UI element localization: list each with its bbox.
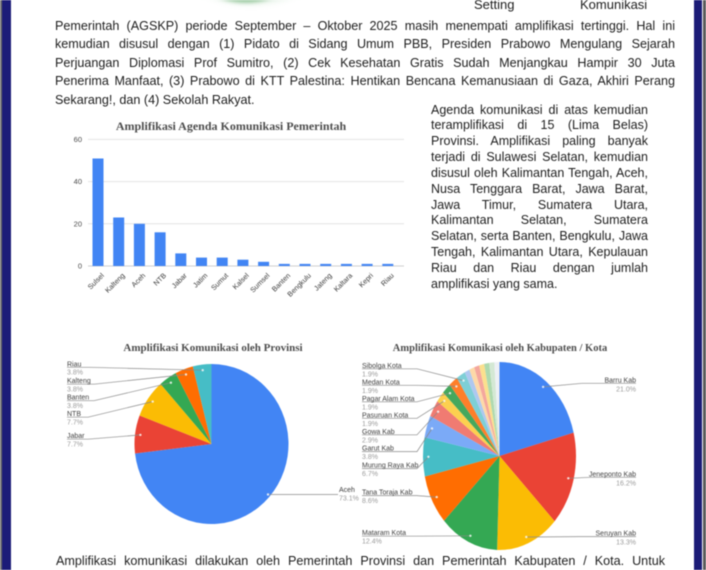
svg-text:Sibolga Kota: Sibolga Kota: [362, 363, 402, 370]
svg-text:Jabar: Jabar: [170, 271, 190, 291]
svg-text:7.7%: 7.7%: [67, 419, 83, 426]
svg-text:3.8%: 3.8%: [67, 403, 83, 410]
svg-text:Amplifikasi Agenda Komunikasi: Amplifikasi Agenda Komunikasi Pemerintah: [116, 119, 347, 133]
svg-text:Sumut: Sumut: [209, 271, 230, 292]
svg-text:3.8%: 3.8%: [67, 386, 83, 393]
svg-text:Sumsel: Sumsel: [248, 271, 272, 295]
svg-text:Barru Kab: Barru Kab: [604, 377, 636, 384]
svg-text:Banten: Banten: [67, 395, 89, 402]
svg-text:Garut Kab: Garut Kab: [362, 446, 394, 453]
svg-text:Pagar Alam Kota: Pagar Alam Kota: [362, 396, 415, 403]
svg-text:1.9%: 1.9%: [362, 388, 378, 395]
svg-text:73.1%: 73.1%: [339, 496, 359, 503]
svg-text:13.3%: 13.3%: [616, 540, 636, 547]
svg-text:NTB: NTB: [67, 411, 81, 418]
svg-text:Jabar: Jabar: [67, 433, 85, 440]
svg-text:Amplifikasi Komunikasi oleh Ka: Amplifikasi Komunikasi oleh Kabupaten / …: [393, 343, 608, 354]
svg-text:1.9%: 1.9%: [362, 421, 378, 428]
svg-text:Kaltara: Kaltara: [332, 271, 354, 293]
svg-text:Jeneponto Kab: Jeneponto Kab: [589, 471, 636, 478]
svg-text:2.9%: 2.9%: [362, 437, 378, 444]
svg-text:8.6%: 8.6%: [362, 498, 378, 505]
svg-text:7.7%: 7.7%: [67, 441, 83, 448]
svg-text:Seruyan Kab: Seruyan Kab: [596, 531, 637, 538]
svg-text:12.4%: 12.4%: [362, 539, 382, 546]
svg-text:3.8%: 3.8%: [362, 454, 378, 461]
svg-text:0: 0: [78, 262, 82, 271]
svg-text:3.8%: 3.8%: [67, 370, 83, 377]
svg-text:1.9%: 1.9%: [362, 371, 378, 378]
svg-text:Mataram Kota: Mataram Kota: [362, 530, 406, 537]
svg-text:Kalteng: Kalteng: [103, 271, 127, 295]
svg-text:6.7%: 6.7%: [362, 471, 378, 478]
svg-text:40: 40: [74, 177, 82, 186]
svg-text:Kepri: Kepri: [357, 271, 376, 290]
svg-text:Riau: Riau: [67, 361, 82, 368]
svg-text:20: 20: [74, 219, 82, 228]
svg-text:16.2%: 16.2%: [616, 480, 636, 487]
svg-text:Riau: Riau: [379, 271, 396, 288]
svg-text:Pasuruan Kota: Pasuruan Kota: [362, 412, 408, 419]
svg-text:Kalteng: Kalteng: [67, 378, 91, 385]
svg-text:Tana Toraja Kab: Tana Toraja Kab: [362, 490, 413, 497]
svg-text:Gowa Kab: Gowa Kab: [362, 429, 395, 436]
svg-text:NTB: NTB: [151, 271, 168, 288]
svg-text:Jateng: Jateng: [312, 271, 334, 293]
svg-text:Jatim: Jatim: [191, 271, 210, 290]
svg-text:Aceh: Aceh: [129, 271, 147, 289]
svg-text:1.9%: 1.9%: [362, 404, 378, 411]
svg-text:Aceh: Aceh: [339, 487, 355, 494]
svg-text:Murung Raya Kab: Murung Raya Kab: [362, 463, 419, 470]
svg-text:60: 60: [74, 135, 82, 144]
svg-text:21.0%: 21.0%: [616, 386, 636, 393]
svg-text:Amplifikasi Komunikasi oleh Pr: Amplifikasi Komunikasi oleh Provinsi: [123, 342, 302, 354]
svg-text:Medan Kota: Medan Kota: [362, 379, 400, 386]
